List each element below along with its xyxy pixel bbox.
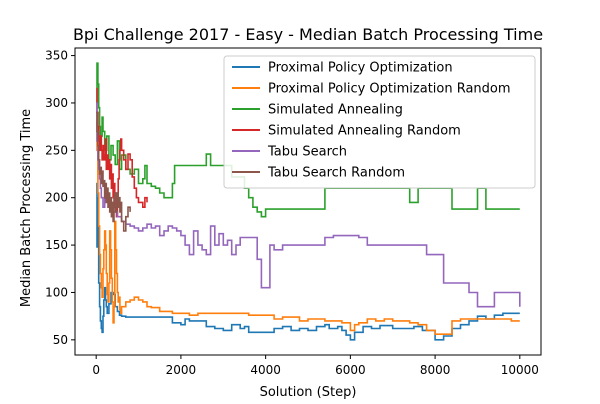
y-tick-label: 50 bbox=[53, 333, 68, 347]
legend: Proximal Policy Optimization Proximal Pol… bbox=[223, 55, 536, 189]
legend-label: Proximal Policy Optimization bbox=[268, 61, 453, 76]
series-line-proximal-policy-optimization bbox=[96, 182, 520, 341]
y-tick-label: 200 bbox=[45, 191, 68, 205]
y-tick-label: 150 bbox=[45, 238, 68, 252]
axes: 0 2000 4000 6000 8000 10000 50 100 150 200 250 300 3… bbox=[45, 47, 542, 377]
y-axis-label: Median Batch Processing Time bbox=[19, 109, 34, 307]
legend-label: Proximal Policy Optimization Random bbox=[268, 82, 511, 97]
x-tick-label: 2000 bbox=[166, 363, 197, 377]
x-axis-label: Solution (Step) bbox=[260, 385, 357, 400]
y-tick-label: 100 bbox=[45, 285, 68, 299]
legend-label: Simulated Annealing bbox=[268, 103, 403, 118]
series-line-proximal-policy-optimization-random bbox=[96, 121, 520, 335]
legend-label: Simulated Annealing Random bbox=[268, 124, 461, 139]
x-tick-label: 10000 bbox=[501, 363, 539, 377]
x-tick-label: 4000 bbox=[250, 363, 281, 377]
y-tick-label: 300 bbox=[45, 96, 68, 110]
y-tick-label: 250 bbox=[45, 143, 68, 157]
x-tick-label: 0 bbox=[92, 363, 100, 377]
legend-label: Tabu Search bbox=[267, 145, 347, 160]
legend-label: Tabu Search Random bbox=[267, 166, 405, 181]
legend-box bbox=[223, 55, 536, 189]
y-tick-label: 350 bbox=[45, 49, 68, 63]
axes-frame bbox=[74, 47, 542, 356]
x-tick-label: 8000 bbox=[420, 363, 451, 377]
series-line-tabu-search-random bbox=[96, 111, 131, 232]
chart-title: Bpi Challenge 2017 - Easy - Median Batch… bbox=[73, 25, 543, 44]
x-tick-label: 6000 bbox=[335, 363, 366, 377]
